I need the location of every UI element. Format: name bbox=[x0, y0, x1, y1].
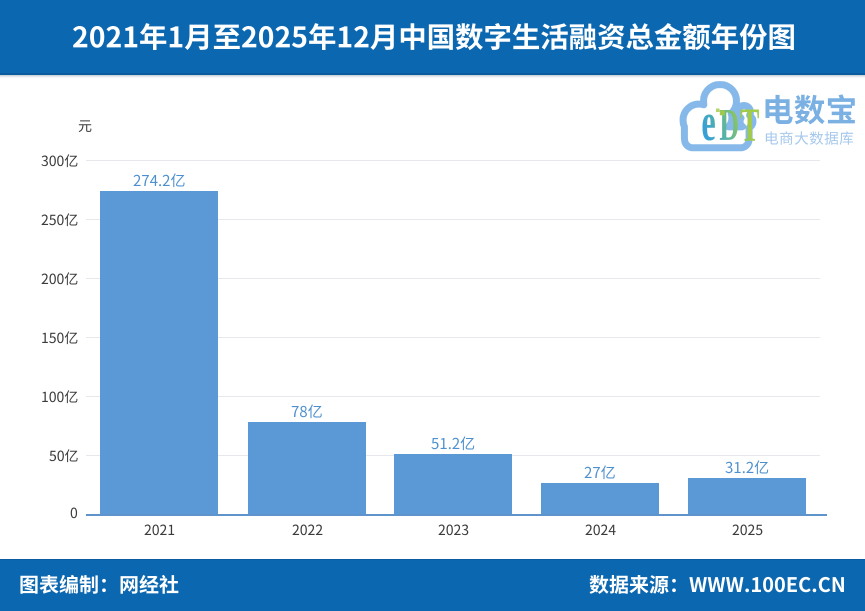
svg-text:D: D bbox=[719, 101, 739, 151]
svg-text:T: T bbox=[740, 99, 759, 152]
svg-text:e: e bbox=[701, 91, 715, 152]
